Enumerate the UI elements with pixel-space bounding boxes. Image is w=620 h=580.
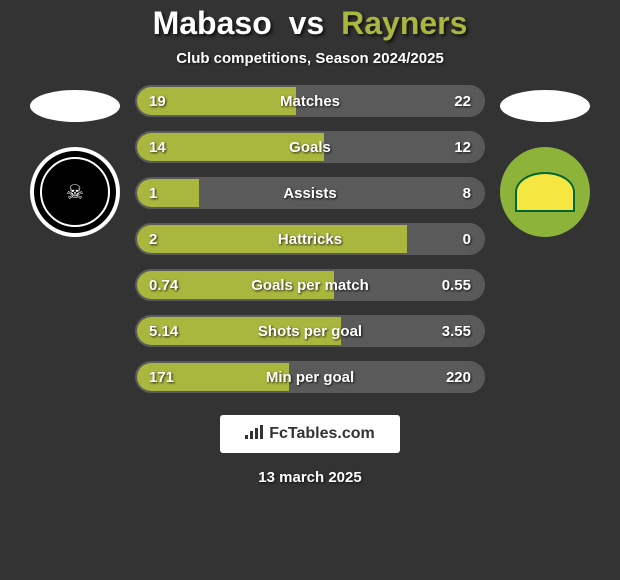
stat-label: Matches: [137, 87, 483, 115]
stat-bars: 1922Matches 1412Goals 18Assists 20Hattricks…: [135, 85, 485, 393]
right-side: [485, 85, 605, 237]
stat-row: 0.740.55Goals per match: [135, 269, 485, 301]
left-flag-icon: [30, 90, 120, 122]
stat-row: 20Hattricks: [135, 223, 485, 255]
sundowns-sun-icon: [515, 172, 575, 212]
stat-label: Goals: [137, 133, 483, 161]
stat-label: Assists: [137, 179, 483, 207]
player2-name: Rayners: [341, 5, 467, 41]
stat-row: 1922Matches: [135, 85, 485, 117]
right-club-badge: [500, 147, 590, 237]
vs-label: vs: [289, 5, 325, 41]
stat-row: 1412Goals: [135, 131, 485, 163]
left-side: ☠: [15, 85, 135, 237]
stat-row: 5.143.55Shots per goal: [135, 315, 485, 347]
stat-row: 18Assists: [135, 177, 485, 209]
footer-site: FcTables.com: [269, 425, 375, 443]
stat-label: Shots per goal: [137, 317, 483, 345]
title: Mabaso vs Rayners: [153, 5, 468, 42]
subtitle: Club competitions, Season 2024/2025: [176, 50, 444, 67]
stat-label: Min per goal: [137, 363, 483, 391]
stat-row: 171220Min per goal: [135, 361, 485, 393]
footer-logo: FcTables.com: [220, 415, 400, 453]
stat-label: Hattricks: [137, 225, 483, 253]
comparison-card: Mabaso vs Rayners Club competitions, Sea…: [0, 0, 620, 580]
footer-date: 13 march 2025: [258, 469, 361, 486]
left-club-badge: ☠: [30, 147, 120, 237]
stat-label: Goals per match: [137, 271, 483, 299]
player1-name: Mabaso: [153, 5, 272, 41]
main-content: ☠ 1922Matches 1412Goals 18Assists 20Hattric…: [0, 85, 620, 393]
right-flag-icon: [500, 90, 590, 122]
pirates-skull-icon: ☠: [40, 157, 110, 227]
chart-icon: [245, 425, 263, 444]
